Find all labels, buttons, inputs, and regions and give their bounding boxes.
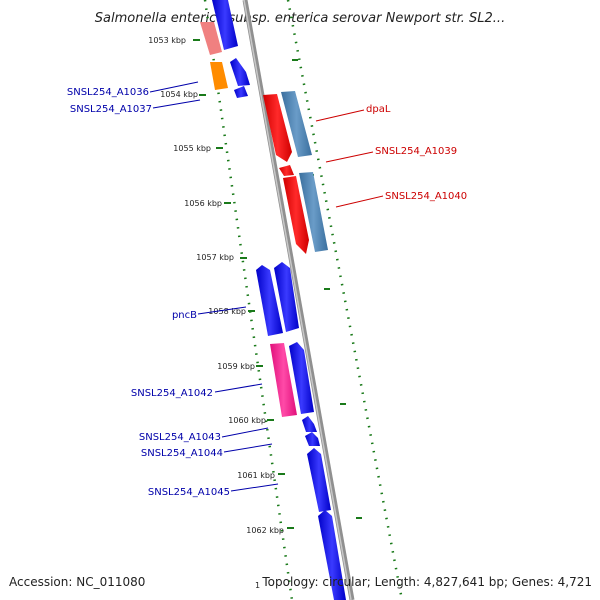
gene-pncB[interactable] xyxy=(256,265,283,336)
tick-label: 1053 kbp xyxy=(148,36,186,45)
gene-forward[interactable] xyxy=(289,342,314,414)
tick-label: 1060 kbp xyxy=(228,416,266,425)
gene-label[interactable]: SNSL254_A1045 xyxy=(148,487,230,498)
gene-forward[interactable] xyxy=(318,510,346,600)
gene-SNSL254_A1036[interactable] xyxy=(210,62,228,90)
gene-dpaL[interactable] xyxy=(263,94,292,162)
gene-label[interactable]: SNSL254_A1042 xyxy=(131,388,213,399)
gene-label[interactable]: SNSL254_A1040 xyxy=(385,191,467,202)
gene-SNSL254_A1039[interactable] xyxy=(281,91,312,157)
tick-label: 1062 kbp xyxy=(246,526,284,535)
tick-label: 1059 kbp xyxy=(217,362,255,371)
gene-label[interactable]: SNSL254_A1043 xyxy=(139,432,221,443)
tick-label: 1058 kbp xyxy=(208,307,246,316)
tick-label: 1056 kbp xyxy=(184,199,222,208)
gene-paired-outer[interactable] xyxy=(299,172,328,252)
faded-gene[interactable] xyxy=(200,22,222,55)
gene-label[interactable]: SNSL254_A1037 xyxy=(70,104,152,115)
gene-SNSL254_A1042[interactable] xyxy=(270,343,297,417)
genome-summary: Topology: circular; Length: 4,827,641 bp… xyxy=(261,575,592,589)
inner-dotted-ring xyxy=(203,0,294,600)
gene-SNSL254_A1040[interactable] xyxy=(283,176,309,254)
gene-SNSL254_A1044[interactable] xyxy=(305,432,320,446)
gene-label[interactable]: SNSL254_A1039 xyxy=(375,146,457,157)
gene-label[interactable]: SNSL254_A1044 xyxy=(141,448,223,459)
gene-SNSL254_A1043[interactable] xyxy=(302,416,317,432)
gene-forward[interactable] xyxy=(212,0,238,50)
tick-label: 1061 kbp xyxy=(237,471,275,480)
tick-label: 1054 kbp xyxy=(160,90,198,99)
map-title: Salmonella enterica subsp. enterica sero… xyxy=(95,11,505,26)
tick-label: 1055 kbp xyxy=(173,144,211,153)
tick-label: 1057 kbp xyxy=(196,253,234,262)
accession-text: Accession: NC_011080 xyxy=(9,575,145,589)
gene-label[interactable]: pncB xyxy=(172,310,197,321)
gene-forward[interactable] xyxy=(274,262,299,332)
bottom-tick-label: 1 xyxy=(255,581,260,590)
genome-backbone xyxy=(242,0,355,600)
gene-SNSL254_A1037[interactable] xyxy=(230,58,250,86)
gene-SNSL254_A1045[interactable] xyxy=(307,448,331,512)
gene-small-reverse[interactable] xyxy=(279,165,294,176)
gene-small-forward[interactable] xyxy=(234,86,248,98)
gene-label[interactable]: dpaL xyxy=(366,104,391,115)
outer-dotted-ring xyxy=(286,0,404,600)
gene-label[interactable]: SNSL254_A1036 xyxy=(67,87,149,98)
